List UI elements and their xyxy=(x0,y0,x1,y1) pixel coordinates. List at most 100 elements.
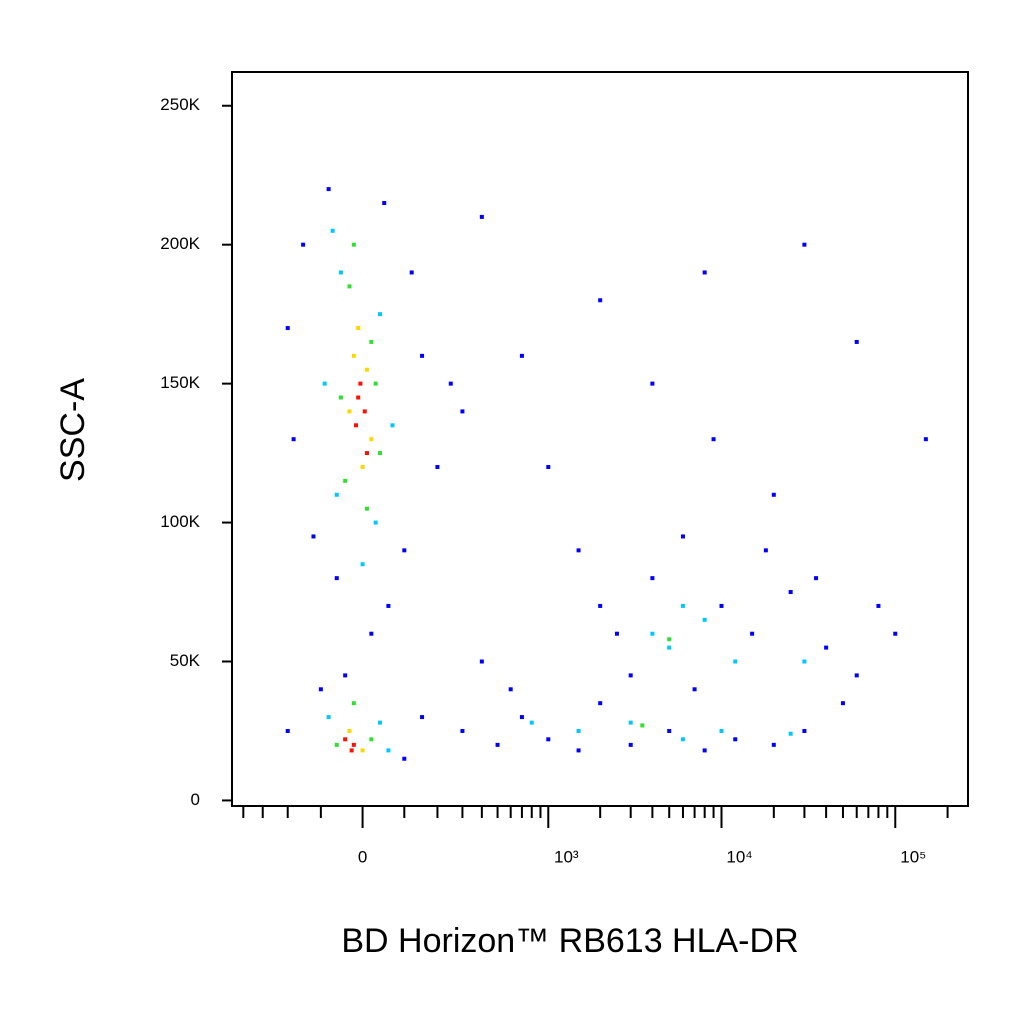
point xyxy=(667,645,672,650)
y-tick-label: 150K xyxy=(160,373,200,392)
point xyxy=(529,720,534,725)
point xyxy=(311,534,316,539)
point xyxy=(343,673,348,678)
point xyxy=(460,409,465,414)
point xyxy=(854,339,859,344)
point xyxy=(301,242,306,247)
point xyxy=(362,409,367,414)
point xyxy=(923,437,928,442)
x-tick-label: 0 xyxy=(358,847,367,866)
y-tick-label: 50K xyxy=(170,651,201,670)
x-tick-label: 10³ xyxy=(554,847,579,866)
point xyxy=(351,742,356,747)
point xyxy=(479,659,484,664)
point xyxy=(360,464,365,469)
point xyxy=(702,270,707,275)
point xyxy=(546,464,551,469)
point xyxy=(576,728,581,733)
point xyxy=(750,631,755,636)
point xyxy=(377,451,382,456)
point xyxy=(763,548,768,553)
point xyxy=(322,381,327,386)
y-tick-label: 0 xyxy=(191,790,200,809)
point xyxy=(358,381,363,386)
y-tick-label: 200K xyxy=(160,234,200,253)
point xyxy=(377,720,382,725)
point xyxy=(680,534,685,539)
point xyxy=(349,748,354,753)
x-tick-label: 10⁴ xyxy=(726,847,752,866)
point xyxy=(598,298,603,303)
point xyxy=(334,576,339,581)
point xyxy=(351,701,356,706)
point xyxy=(351,242,356,247)
point xyxy=(360,748,365,753)
point xyxy=(680,737,685,742)
point xyxy=(802,659,807,664)
point xyxy=(640,723,645,728)
point xyxy=(369,437,374,442)
point xyxy=(771,742,776,747)
point xyxy=(386,603,391,608)
point xyxy=(702,748,707,753)
point xyxy=(479,214,484,219)
point xyxy=(667,637,672,642)
x-axis-title: BD Horizon™ RB613 HLA-DR xyxy=(341,922,798,960)
point xyxy=(598,701,603,706)
point xyxy=(356,395,361,400)
point xyxy=(650,576,655,581)
point xyxy=(733,659,738,664)
point xyxy=(377,312,382,317)
point xyxy=(285,326,290,331)
point xyxy=(347,284,352,289)
point xyxy=(343,478,348,483)
point xyxy=(650,381,655,386)
point xyxy=(667,728,672,733)
point xyxy=(409,270,414,275)
point xyxy=(448,381,453,386)
point xyxy=(386,748,391,753)
point xyxy=(360,562,365,567)
point xyxy=(680,603,685,608)
point xyxy=(330,228,335,233)
point xyxy=(285,728,290,733)
point xyxy=(338,395,343,400)
point xyxy=(508,687,513,692)
point xyxy=(576,748,581,753)
point xyxy=(369,737,374,742)
point xyxy=(702,617,707,622)
plot-frame xyxy=(231,71,969,807)
point xyxy=(824,645,829,650)
point xyxy=(628,673,633,678)
point xyxy=(876,603,881,608)
point xyxy=(788,590,793,595)
point xyxy=(719,728,724,733)
point xyxy=(326,187,331,192)
y-tick-label: 250K xyxy=(160,95,200,114)
point xyxy=(338,270,343,275)
y-tick-label: 100K xyxy=(160,512,200,531)
point xyxy=(343,737,348,742)
point xyxy=(364,451,369,456)
point xyxy=(628,720,633,725)
point xyxy=(719,603,724,608)
point xyxy=(326,715,331,720)
point xyxy=(382,201,387,206)
point xyxy=(402,756,407,761)
point xyxy=(291,437,296,442)
point xyxy=(519,715,524,720)
x-tick-label: 10⁵ xyxy=(900,847,926,866)
point xyxy=(840,701,845,706)
point xyxy=(354,423,359,428)
point xyxy=(373,520,378,525)
point xyxy=(373,381,378,386)
point xyxy=(390,423,395,428)
point xyxy=(854,673,859,678)
point xyxy=(546,737,551,742)
point xyxy=(420,353,425,358)
point xyxy=(369,339,374,344)
point xyxy=(369,631,374,636)
point xyxy=(318,687,323,692)
point xyxy=(628,742,633,747)
